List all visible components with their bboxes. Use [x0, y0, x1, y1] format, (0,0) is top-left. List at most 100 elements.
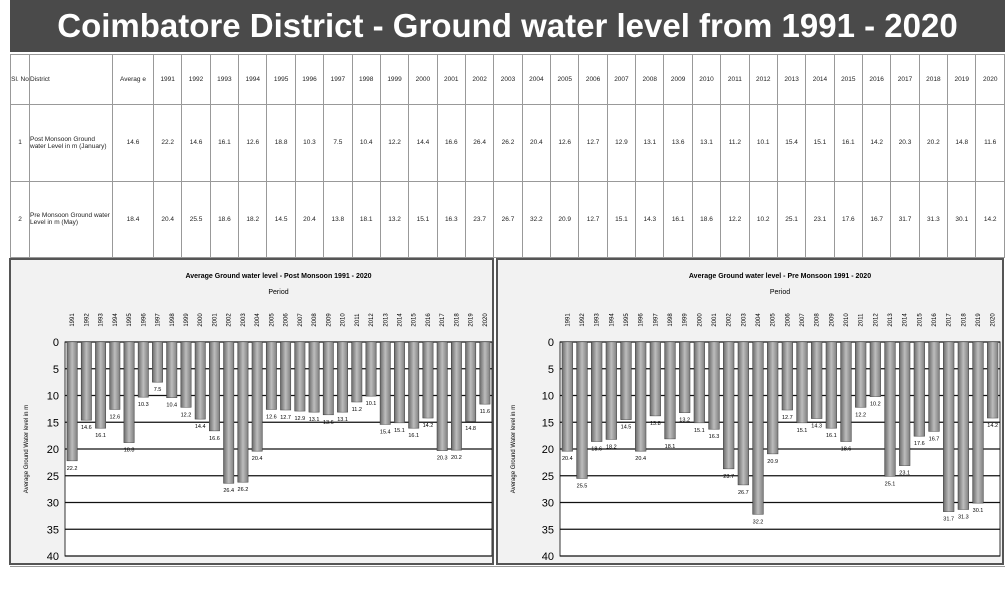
bar-shade: [209, 342, 220, 431]
table-cell: 1991: [152, 54, 183, 105]
chart-title: Average Ground water level - Pre Monsoon…: [689, 273, 871, 280]
y-tick-label: 15: [47, 417, 59, 429]
table-cell: 26.7: [493, 180, 523, 258]
bar-shade: [337, 342, 348, 413]
data-label: 23.1: [899, 471, 910, 477]
bar-shade: [66, 342, 78, 461]
bar-shade: [266, 342, 277, 410]
table-cell: 2019: [947, 54, 977, 105]
x-tick-label: 2007: [800, 313, 806, 327]
table-cell: 13.1: [691, 104, 722, 182]
data-label: 26.2: [238, 487, 249, 493]
table-cell: 32.2: [521, 180, 552, 258]
bar-shade: [767, 342, 778, 454]
data-label: 17.6: [914, 441, 925, 447]
table-cell: 26.2: [493, 104, 523, 182]
bar-shade: [899, 342, 910, 466]
data-label: 26.7: [738, 490, 749, 496]
table-cell: 23.1: [805, 180, 835, 258]
x-tick-label: 1999: [683, 313, 689, 327]
x-tick-label: 2018: [961, 313, 967, 327]
bar-shade: [679, 342, 690, 413]
table-cell: Averag e: [112, 54, 154, 105]
table-cell: 18.2: [238, 180, 268, 258]
table-cell: 31.3: [918, 180, 949, 258]
table-cell: 22.2: [152, 104, 183, 182]
bar-shade: [782, 342, 793, 410]
table-cell: 1998: [351, 54, 381, 105]
y-tick-label: 30: [542, 498, 554, 510]
table-cell: 1997: [323, 54, 353, 105]
bar-shade: [308, 342, 320, 413]
table-cell: 2009: [663, 54, 693, 105]
data-label: 14.3: [811, 424, 822, 430]
x-tick-label: 2009: [326, 313, 332, 327]
x-tick-label: 2007: [298, 313, 304, 327]
table-cell: 14.3: [635, 180, 665, 258]
x-tick-label: 1995: [127, 313, 133, 327]
bar-shade: [958, 342, 969, 510]
table-cell: 2013: [776, 54, 807, 105]
bar-shade: [81, 342, 92, 421]
table-cell: 16.1: [209, 104, 240, 182]
bar-shade: [465, 342, 476, 422]
data-label: 16.1: [826, 433, 837, 439]
data-label: 30.1: [973, 508, 984, 514]
data-label: 20.4: [562, 456, 573, 462]
data-label: 7.5: [154, 387, 162, 393]
table-cell: 20.4: [152, 180, 183, 258]
table-cell: 10.2: [748, 180, 778, 258]
x-tick-label: 2014: [397, 313, 403, 327]
x-tick-label: 2015: [917, 313, 923, 327]
x-tick-label: 1997: [653, 313, 659, 327]
data-label: 12.9: [294, 416, 305, 422]
table-cell: 2: [10, 180, 30, 258]
x-tick-label: 2016: [932, 313, 938, 327]
data-label: 10.4: [166, 403, 177, 409]
bar-shade: [635, 342, 646, 452]
table-cell: 12.2: [720, 180, 750, 258]
table-cell: 11.2: [720, 104, 750, 182]
table-cell: Sl. No: [10, 54, 30, 105]
y-tick-label: 10: [47, 391, 59, 403]
bar-shade: [451, 342, 462, 451]
x-tick-label: 2006: [284, 313, 290, 327]
bar-shade: [294, 342, 305, 412]
bar-shade: [180, 342, 192, 408]
x-tick-label: 2005: [771, 313, 777, 327]
table-cell: 2007: [606, 54, 637, 105]
bar-shade: [237, 342, 249, 483]
data-label: 10.3: [138, 402, 149, 408]
data-label: 12.7: [782, 415, 793, 421]
bar-shade: [987, 342, 998, 418]
x-tick-label: 2018: [454, 313, 460, 327]
chart-title: Average Ground water level - Post Monsoo…: [185, 273, 371, 280]
bar-shade: [422, 342, 434, 418]
data-label: 14.4: [195, 424, 206, 430]
bar-shade: [752, 342, 764, 515]
x-tick-label: 2003: [241, 313, 247, 327]
data-label: 25.1: [885, 481, 896, 487]
bar-shade: [591, 342, 602, 442]
x-tick-label: 2012: [369, 313, 375, 327]
table-cell: Post Monsoon Ground water Level in m (Ja…: [29, 104, 113, 182]
x-tick-label: 2003: [741, 313, 747, 327]
x-tick-label: 1993: [595, 313, 601, 327]
data-label: 14.5: [621, 425, 632, 431]
bar-shade: [365, 342, 377, 397]
x-tick-label: 2017: [947, 313, 953, 327]
x-tick-label: 2011: [859, 313, 865, 327]
table-cell: 16.6: [436, 104, 466, 182]
data-label: 18.2: [606, 444, 617, 450]
bar-shade: [437, 342, 448, 451]
x-tick-label: 1992: [84, 313, 90, 327]
table-cell: 2016: [861, 54, 892, 105]
x-tick-label: 2002: [727, 313, 733, 327]
x-tick-label: 2004: [255, 313, 261, 327]
table-cell: 16.7: [861, 180, 892, 258]
x-tick-label: 2013: [888, 313, 894, 327]
bar-shade: [870, 342, 881, 397]
table-cell: 20.2: [918, 104, 949, 182]
data-label: 13.1: [309, 417, 320, 423]
table-cell: 20.4: [294, 180, 325, 258]
